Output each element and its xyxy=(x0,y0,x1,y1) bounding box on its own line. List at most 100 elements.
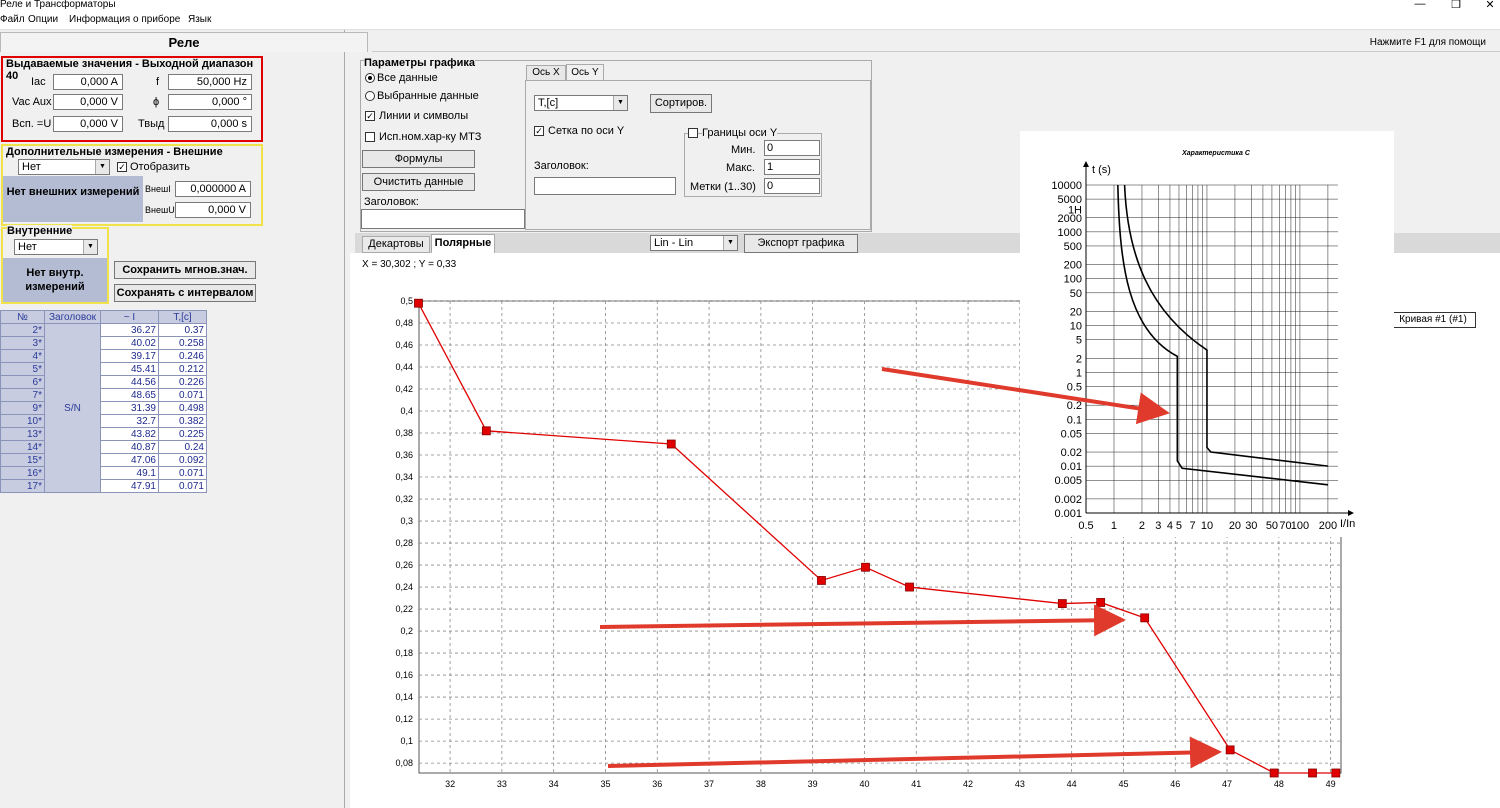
phase-field[interactable]: 0,000 ° xyxy=(168,94,252,110)
overlay-y-tick: 0.5 xyxy=(1067,382,1082,394)
use-mtz-checkbox[interactable] xyxy=(365,132,375,142)
external-combo[interactable]: Нет ▼ xyxy=(18,159,110,175)
overlay-y-tick: 2 xyxy=(1076,353,1082,365)
iac-field[interactable]: 0,000 A xyxy=(53,74,123,90)
row-time[interactable]: 0.382 xyxy=(158,414,207,428)
table-row[interactable]: 17* 47.91 0.071 xyxy=(0,479,207,493)
overlay-y-tick: 0.001 xyxy=(1054,508,1082,520)
row-time[interactable]: 0.071 xyxy=(158,388,207,402)
minimize-icon[interactable]: — xyxy=(1414,0,1426,10)
min-input[interactable]: 0 xyxy=(764,140,820,156)
row-time[interactable]: 0.37 xyxy=(158,323,207,337)
y-caption-input[interactable] xyxy=(534,177,676,195)
chevron-down-icon[interactable]: ▼ xyxy=(723,236,737,250)
table-row[interactable]: 13* 43.82 0.225 xyxy=(0,427,207,441)
row-time[interactable]: 0.226 xyxy=(158,375,207,389)
formulas-button[interactable]: Формулы xyxy=(362,150,475,168)
row-time[interactable]: 0.092 xyxy=(158,453,207,467)
overlay-y-tick: 100 xyxy=(1064,274,1082,286)
row-current[interactable]: 32.7 xyxy=(100,414,159,428)
col-current[interactable]: ~ I xyxy=(100,310,159,324)
col-time[interactable]: T,[c] xyxy=(158,310,207,324)
chevron-down-icon[interactable]: ▼ xyxy=(95,160,109,174)
scale-combo[interactable]: Lin - Lin ▼ xyxy=(650,235,738,251)
clear-data-button[interactable]: Очистить данные xyxy=(362,173,475,191)
row-current[interactable]: 49.1 xyxy=(100,466,159,480)
chevron-down-icon[interactable]: ▼ xyxy=(613,96,627,110)
row-time[interactable]: 0.212 xyxy=(158,362,207,376)
row-current[interactable]: 45.41 xyxy=(100,362,159,376)
row-time[interactable]: 0.498 xyxy=(158,401,207,415)
y-combo[interactable]: T,[c] ▼ xyxy=(534,95,628,111)
row-time[interactable]: 0.071 xyxy=(158,466,207,480)
table-row[interactable]: 6* 44.56 0.226 xyxy=(0,375,207,389)
row-current[interactable]: 39.17 xyxy=(100,349,159,363)
menu-device-info[interactable]: Информация о приборе xyxy=(69,14,181,25)
row-time[interactable]: 0.24 xyxy=(158,440,207,454)
col-caption[interactable]: Заголовок xyxy=(44,310,101,324)
row-current[interactable]: 36.27 xyxy=(100,323,159,337)
x-tick-label: 34 xyxy=(549,779,559,789)
col-number[interactable]: № xyxy=(0,310,45,324)
data-point xyxy=(1331,768,1341,778)
save-interval-button[interactable]: Сохранять с интервалом xyxy=(114,284,256,302)
tab-axis-y[interactable]: Ось Y xyxy=(566,64,604,82)
row-time[interactable]: 0.246 xyxy=(158,349,207,363)
table-row[interactable]: 7* 48.65 0.071 xyxy=(0,388,207,402)
menu-language[interactable]: Язык xyxy=(188,14,212,25)
ext-u-field[interactable]: 0,000 V xyxy=(175,202,251,218)
table-row[interactable]: 16* 49.1 0.071 xyxy=(0,466,207,480)
row-current[interactable]: 40.87 xyxy=(100,440,159,454)
overlay-y-tick: 50 xyxy=(1070,288,1082,300)
vac-field[interactable]: 0,000 V xyxy=(53,94,123,110)
tab-rele[interactable]: Реле xyxy=(0,32,368,52)
table-row[interactable]: 14* 40.87 0.24 xyxy=(0,440,207,454)
show-checkbox[interactable]: ✓ xyxy=(117,162,127,172)
table-row[interactable]: 3* 40.02 0.258 xyxy=(0,336,207,350)
x-tick-label: 49 xyxy=(1326,779,1336,789)
external-combo-value: Нет xyxy=(22,161,41,173)
x-tick-label: 48 xyxy=(1274,779,1284,789)
internal-combo[interactable]: Нет ▼ xyxy=(14,239,98,255)
chevron-down-icon[interactable]: ▼ xyxy=(83,240,97,254)
data-point xyxy=(861,562,870,572)
table-row[interactable]: 10* 32.7 0.382 xyxy=(0,414,207,428)
export-graph-button[interactable]: Экспорт графика xyxy=(744,234,858,253)
row-current[interactable]: 48.65 xyxy=(100,388,159,402)
sort-button[interactable]: Сортиров. xyxy=(650,94,712,113)
ext-i-field[interactable]: 0,000000 A xyxy=(175,181,251,197)
all-data-radio[interactable] xyxy=(365,73,375,83)
menu-options[interactable]: Опции xyxy=(28,14,59,25)
max-input[interactable]: 1 xyxy=(764,159,820,175)
lines-symbols-checkbox[interactable]: ✓ xyxy=(365,111,375,121)
table-row[interactable]: 15* 47.06 0.092 xyxy=(0,453,207,467)
vsp-field[interactable]: 0,000 V xyxy=(53,116,123,132)
maximize-icon[interactable]: ❐ xyxy=(1451,0,1461,11)
row-time[interactable]: 0.225 xyxy=(158,427,207,441)
row-time[interactable]: 0.258 xyxy=(158,336,207,350)
row-current[interactable]: 44.56 xyxy=(100,375,159,389)
row-time[interactable]: 0.071 xyxy=(158,479,207,493)
ticks-input[interactable]: 0 xyxy=(764,178,820,194)
row-current[interactable]: 43.82 xyxy=(100,427,159,441)
tab-axis-x[interactable]: Ось X xyxy=(526,65,566,81)
freq-field[interactable]: 50,000 Hz xyxy=(168,74,252,90)
row-current[interactable]: 47.91 xyxy=(100,479,159,493)
table-row[interactable]: 9* 31.39 0.498 xyxy=(0,401,207,415)
row-current[interactable]: 40.02 xyxy=(100,336,159,350)
row-current[interactable]: 47.06 xyxy=(100,453,159,467)
close-icon[interactable]: ✕ xyxy=(1485,0,1495,11)
row-current[interactable]: 31.39 xyxy=(100,401,159,415)
caption-input[interactable] xyxy=(361,209,525,229)
grid-y-checkbox[interactable]: ✓ xyxy=(534,126,544,136)
table-row[interactable]: 2* S/N 36.27 0.37 xyxy=(0,323,207,493)
time-field[interactable]: 0,000 s xyxy=(168,116,252,132)
tab-cartesian[interactable]: Декартовы xyxy=(362,236,430,253)
menu-file[interactable]: Файл xyxy=(0,14,25,25)
table-row[interactable]: 5* 45.41 0.212 xyxy=(0,362,207,376)
table-row[interactable]: 4* 39.17 0.246 xyxy=(0,349,207,363)
y-bounds-checkbox[interactable] xyxy=(688,128,698,138)
selected-data-radio[interactable] xyxy=(365,91,375,101)
save-instant-button[interactable]: Сохранить мгнов.знач. xyxy=(114,261,256,279)
tab-polar[interactable]: Полярные xyxy=(431,234,495,253)
